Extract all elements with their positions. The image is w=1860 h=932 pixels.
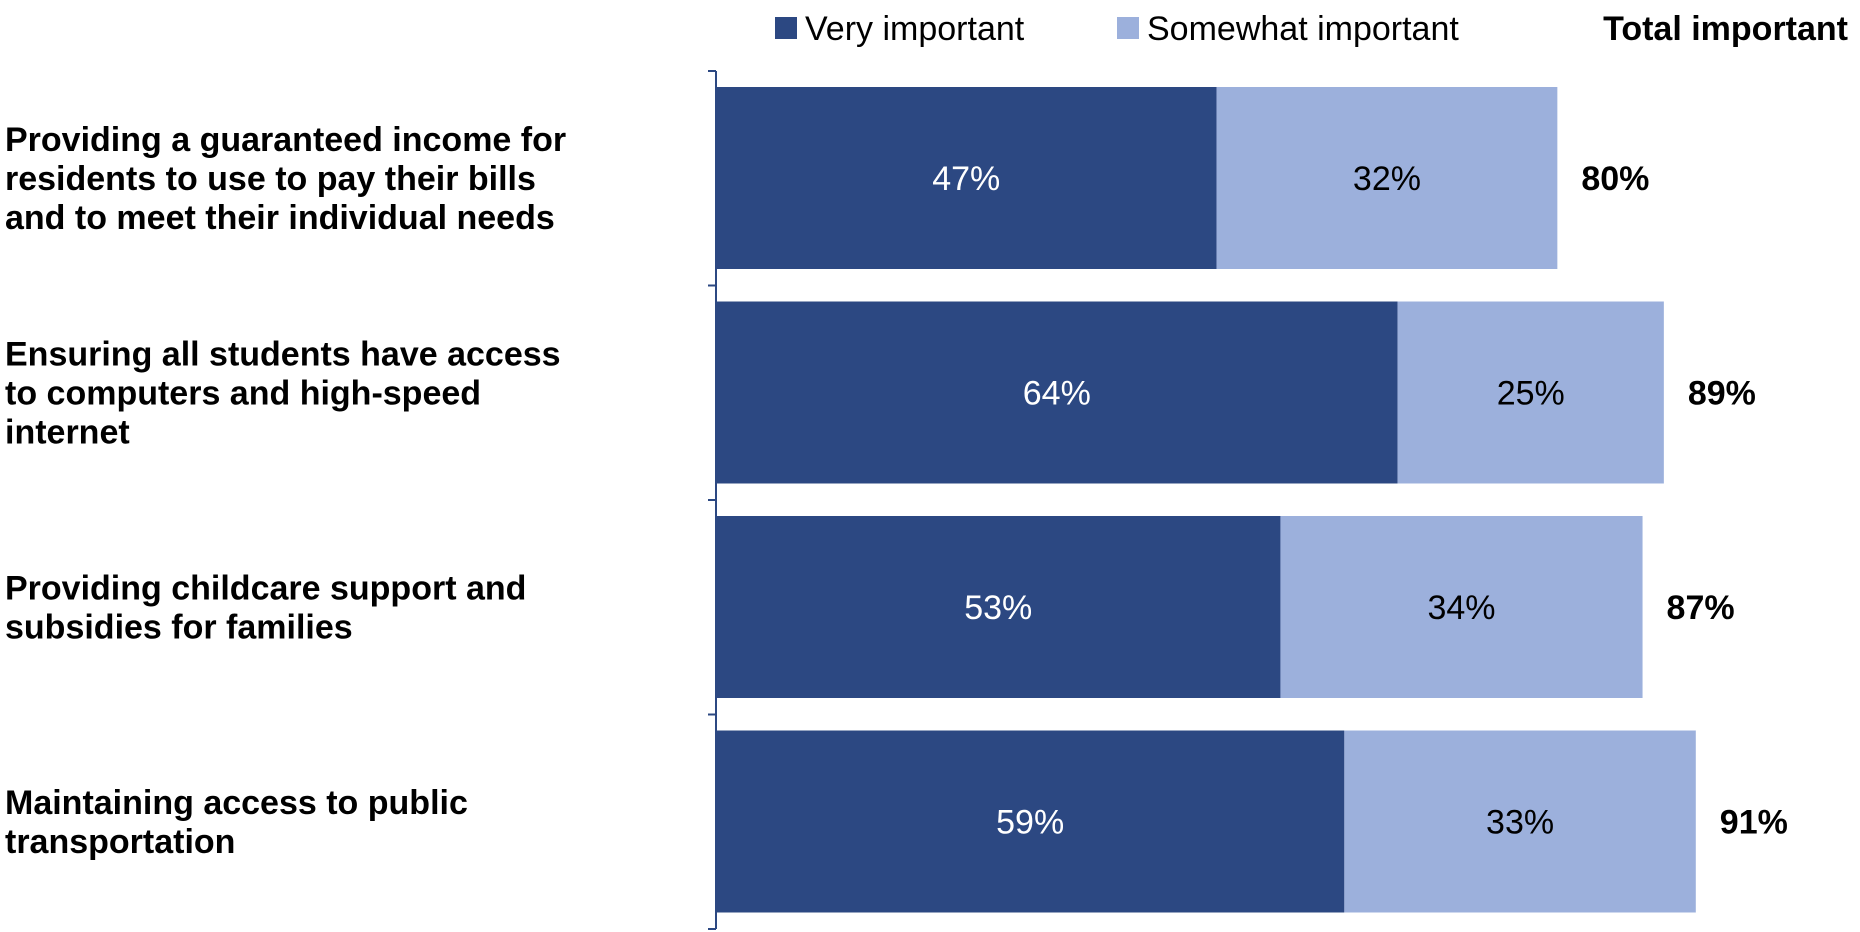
bar-somewhat-important-1 — [1216, 87, 1558, 269]
total-label-4: 91% — [1720, 804, 1788, 842]
category-label-line: transportation — [5, 823, 235, 861]
category-labels: Providing a guaranteed income for residen… — [5, 121, 566, 861]
data-label-very-important-4: 59% — [996, 804, 1064, 842]
data-label-somewhat-important-2: 25% — [1497, 375, 1565, 413]
data-label-very-important-2: 64% — [1023, 375, 1091, 413]
bar-very-important-1 — [716, 87, 1217, 269]
legend-label-somewhat-important: Somewhat important — [1147, 10, 1459, 48]
legend-swatch-somewhat-important — [1117, 17, 1139, 39]
category-label-line: residents to use to pay their bills — [5, 160, 536, 198]
category-label-line: and to meet their individual needs — [5, 199, 555, 237]
category-label-line: subsidies for families — [5, 609, 353, 647]
category-label-3: Providing childcare support and subsidies… — [5, 570, 526, 647]
category-label-line: to computers and high-speed — [5, 375, 481, 413]
category-label-line: Providing childcare support and — [5, 570, 526, 608]
data-label-somewhat-important-3: 34% — [1427, 589, 1495, 627]
bar-somewhat-important-3 — [1280, 516, 1643, 698]
bar-somewhat-important-2 — [1397, 301, 1664, 484]
data-label-very-important-3: 53% — [964, 589, 1032, 627]
data-label-very-important-1: 47% — [932, 160, 1000, 198]
legend-swatch-very-important — [775, 17, 797, 39]
category-axis — [708, 70, 717, 930]
bar-very-important-2 — [716, 301, 1398, 484]
data-label-somewhat-important-1: 32% — [1353, 160, 1421, 198]
category-label-1: Providing a guaranteed income for residen… — [5, 121, 566, 237]
bar-very-important-3 — [716, 516, 1281, 698]
totals-header: Total important — [1603, 10, 1848, 48]
bars-group: 47% 32% 80% 64% 25% 89% 53% 34% 87% 59% 33% 91% — [716, 87, 1788, 913]
legend: Very important Somewhat important Total … — [775, 10, 1848, 48]
data-label-somewhat-important-4: 33% — [1486, 804, 1554, 842]
total-label-3: 87% — [1667, 589, 1735, 627]
category-label-2: Ensuring all students have access to comp… — [5, 336, 561, 452]
category-label-line: Maintaining access to public — [5, 784, 468, 822]
bar-somewhat-important-4 — [1344, 730, 1696, 913]
category-label-line: Providing a guaranteed income for — [5, 121, 566, 159]
total-label-1: 80% — [1581, 160, 1649, 198]
category-label-line: internet — [5, 414, 130, 452]
category-label-line: Ensuring all students have access — [5, 336, 561, 374]
legend-label-very-important: Very important — [805, 10, 1025, 48]
category-label-4: Maintaining access to public transportati… — [5, 784, 468, 861]
total-label-2: 89% — [1688, 375, 1756, 413]
bar-very-important-4 — [716, 730, 1345, 913]
